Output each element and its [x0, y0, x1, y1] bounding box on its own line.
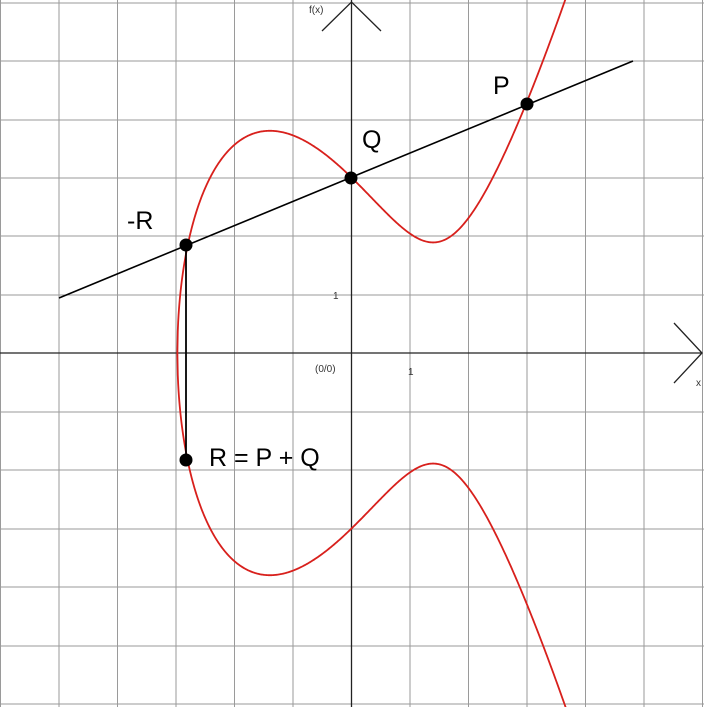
point-r [179, 453, 193, 467]
elliptic-curve [176, 0, 567, 707]
curve-lower-branch [176, 352, 567, 707]
points [179, 97, 534, 467]
origin-label: (0/0) [315, 364, 336, 375]
x-axis-arrowhead [673, 322, 703, 384]
y-axis-label: f(x) [309, 5, 323, 16]
y-tick-label: 1 [333, 291, 339, 302]
point-p [520, 97, 534, 111]
label-neg-r: -R [127, 207, 153, 235]
curve-upper-branch [176, 0, 567, 354]
point-q [344, 171, 358, 185]
label-r: R = P + Q [209, 444, 320, 472]
y-axis-arrowhead [321, 1, 382, 32]
point-neg-r [179, 238, 193, 252]
x-axis-label: x [696, 378, 701, 389]
x-tick-label: 1 [408, 367, 414, 378]
label-q: Q [362, 126, 381, 154]
label-p: P [493, 72, 510, 100]
